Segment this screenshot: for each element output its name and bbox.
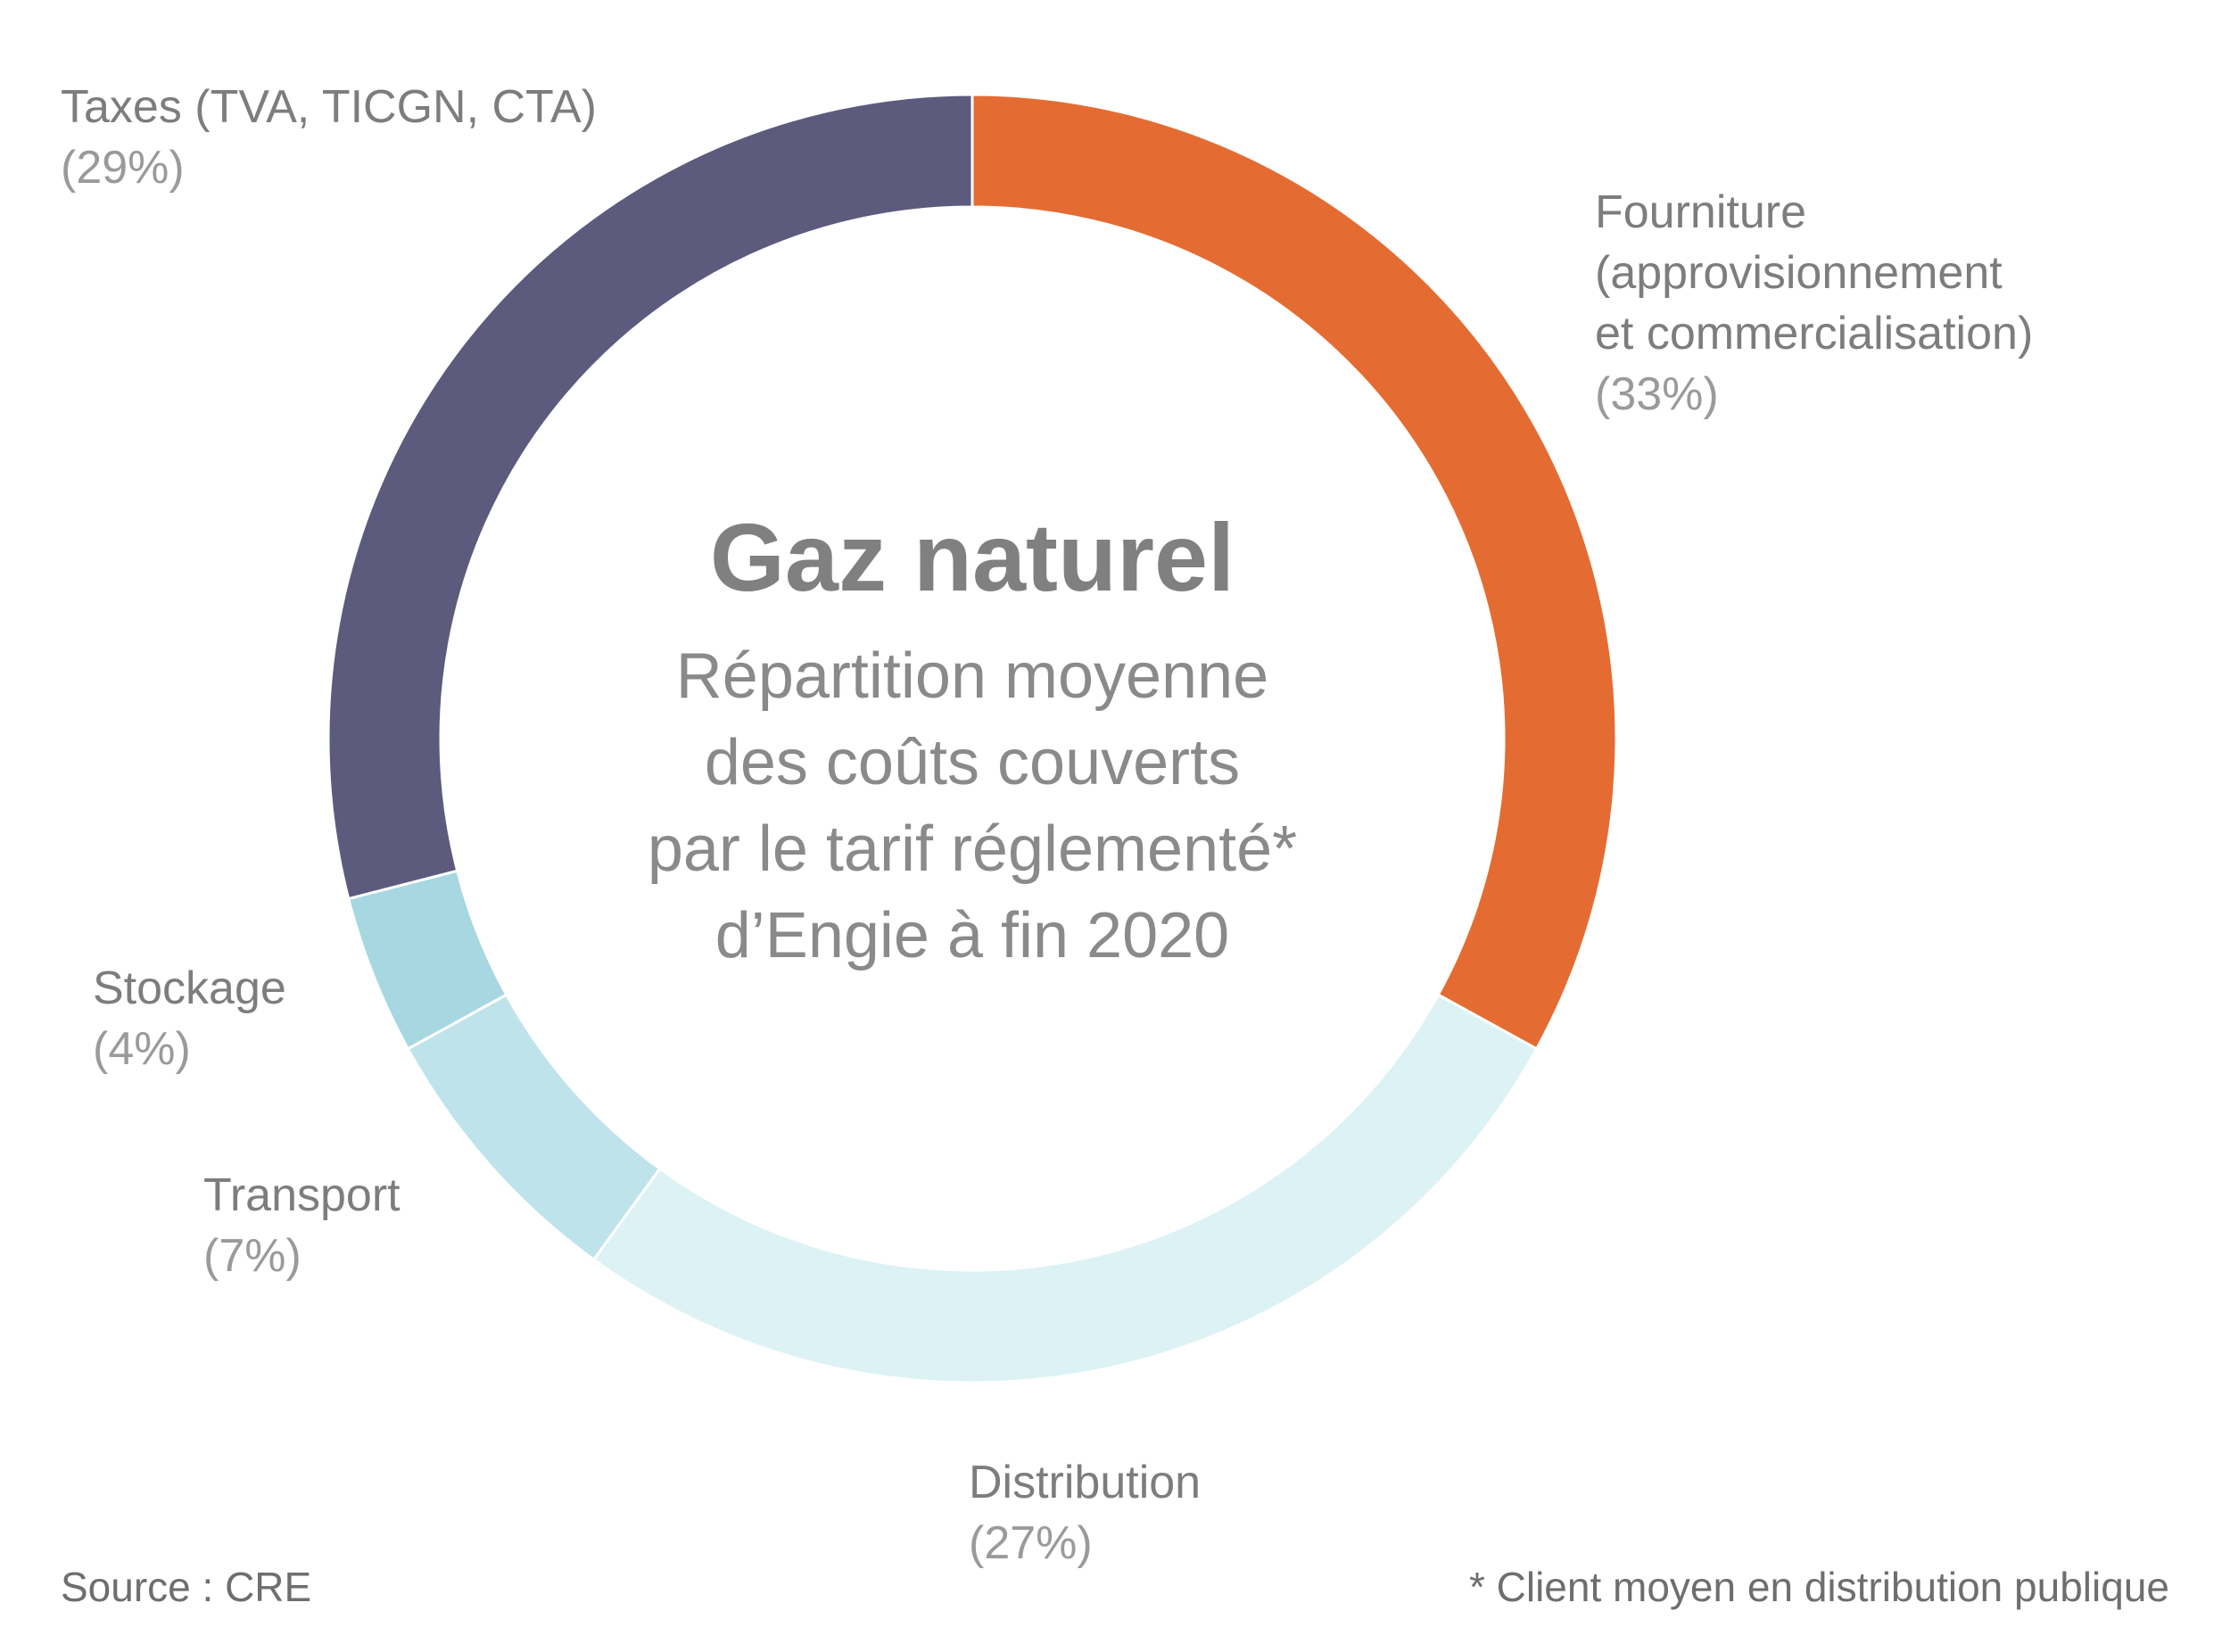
label-fourniture: Fourniture (approvisionnement et commerc… [1595,182,2033,425]
label-percent: (4%) [93,1023,191,1075]
footnote: * Client moyen en distribution publique [1468,1564,2169,1610]
label-name: Transport [203,1169,401,1221]
donut-slices [326,93,1618,1384]
chart-title: Gaz naturel [709,503,1235,611]
subtitle-line: par le tarif réglementé* [647,814,1298,885]
label-transport: Transport (7%) [203,1165,401,1286]
subtitle-line: des coûts couverts [704,727,1241,798]
label-name: Distribution [969,1457,1202,1508]
source-note: Source : CRE [61,1564,312,1610]
label-name: Stockage [93,962,286,1014]
label-taxes: Taxes (TVA, TICGN, CTA) (29%) [61,77,597,198]
donut-slice-0 [970,93,1618,1051]
donut-slice-1 [591,993,1539,1384]
label-percent: (27%) [969,1517,1093,1569]
label-name: Fourniture [1595,186,1806,238]
label-stockage: Stockage (4%) [93,958,286,1079]
subtitle-line: Répartition moyenne [675,640,1269,712]
donut-slice-4 [326,93,974,901]
label-percent: (29%) [61,142,185,194]
label-percent: (33%) [1595,368,1719,420]
label-distribution: Distribution (27%) [969,1452,1201,1574]
label-percent: (7%) [203,1230,301,1282]
label-name: Taxes (TVA, TICGN, CTA) [61,81,597,133]
label-name: (approvisionnement [1595,247,2003,299]
chart-subtitle: Répartition moyenne des coûts couverts p… [0,633,1945,979]
label-name: et commercialisation) [1595,308,2034,359]
subtitle-line: d’Engie à fin 2020 [714,900,1230,971]
donut-slice-2 [406,993,662,1262]
